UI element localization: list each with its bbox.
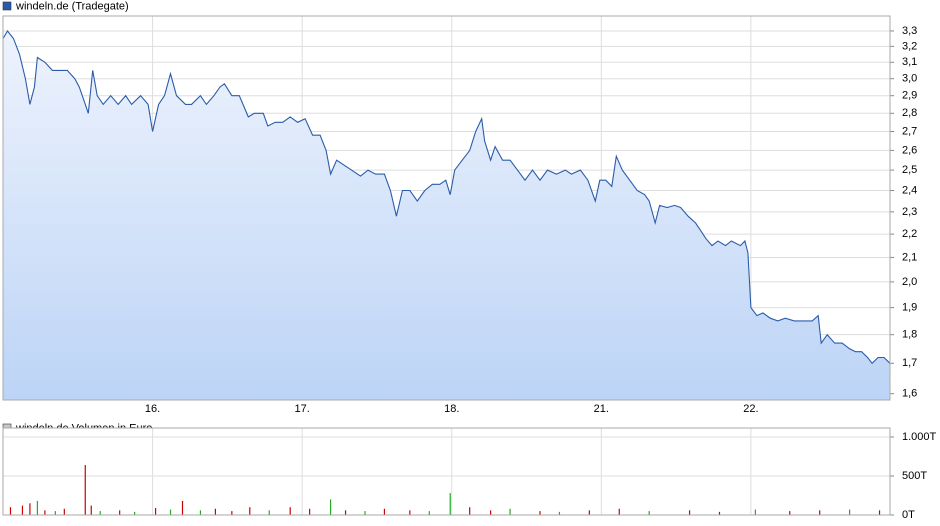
volume-bar (329, 499, 332, 515)
volume-bar (29, 503, 31, 515)
volume-bar (181, 500, 184, 515)
volume-bar (878, 510, 881, 515)
volume-bar (490, 510, 492, 515)
volume-bar (364, 511, 366, 515)
volume-bar (409, 510, 411, 515)
y-tick-label: 3,1 (902, 56, 917, 68)
plot-border (2, 15, 891, 401)
volume-bar (289, 507, 291, 515)
volume-bar (99, 511, 101, 515)
volume-bar (214, 508, 217, 515)
y-tick-label: 1,9 (902, 301, 917, 313)
x-tick-label: 18. (444, 403, 459, 415)
y-tick-label: 1,6 (902, 388, 917, 400)
x-tick-label: 17. (295, 403, 310, 415)
volume-bar (231, 511, 233, 515)
x-tick-label: 22. (743, 403, 758, 415)
y-tick-label: 2,0 (902, 276, 917, 288)
volume-bar (383, 508, 386, 515)
volume-bar (558, 511, 561, 515)
volume-bar (754, 509, 756, 515)
volume-bar (344, 510, 347, 515)
y-tick-label: 2,9 (902, 90, 917, 102)
y-tick-label: 2,5 (902, 164, 917, 176)
y-tick-label: 2,7 (902, 125, 917, 137)
volume-bar (268, 510, 270, 515)
y-tick-label: 3,3 (902, 25, 917, 37)
plot-frame (2, 427, 891, 516)
volume-bar (154, 507, 157, 515)
volume-bar (21, 505, 24, 515)
volume-bar (718, 511, 721, 515)
x-tick-label: 16. (145, 403, 160, 415)
volume-bar (539, 511, 541, 515)
volume-bar (648, 511, 650, 515)
y-tick-label: 2,1 (902, 251, 917, 263)
chart-title: windeln.de (Tradegate) (15, 0, 129, 12)
volume-bar (509, 508, 511, 515)
volume-bar (588, 510, 590, 515)
volume-bar (199, 510, 202, 515)
x-tick-label: 21. (594, 403, 609, 415)
volume-bar (134, 511, 136, 515)
volume-bar (819, 510, 821, 515)
y-tick-label: 1.000T (902, 431, 937, 443)
volume-bar (469, 507, 471, 515)
y-tick-label: 1,8 (902, 329, 917, 341)
volume-bar (618, 508, 620, 515)
volume-bar (54, 511, 56, 515)
y-tick-label: 2,6 (902, 144, 917, 156)
price-line (2, 30, 891, 365)
volume-bar (428, 511, 430, 515)
y-tick-label: 2,3 (902, 206, 917, 218)
y-tick-label: 1,7 (902, 357, 917, 369)
volume-bar (9, 507, 12, 515)
area-fill (3, 31, 890, 400)
volume-bar (309, 508, 311, 515)
volume-bar (36, 500, 39, 515)
volume-bar (90, 505, 92, 515)
y-tick-label: 2,8 (902, 107, 917, 119)
volume-bar (63, 508, 65, 515)
y-tick-label: 3,0 (902, 73, 917, 85)
volume-bar (789, 511, 791, 515)
volume-bar (84, 465, 86, 515)
volume-bar (849, 509, 851, 515)
y-tick-label: 3,2 (902, 40, 917, 52)
y-tick-label: 2,2 (902, 228, 917, 240)
legend-swatch (2, 1, 12, 11)
volume-bar (688, 510, 691, 515)
volume-bar (169, 509, 172, 515)
y-tick-label: 0T (902, 509, 915, 521)
plot-border (2, 427, 891, 516)
volume-bar (449, 493, 451, 515)
volume-bar (249, 507, 251, 515)
volume-bar (119, 510, 121, 515)
y-tick-label: 2,4 (902, 184, 917, 196)
y-tick-label: 500T (902, 470, 927, 482)
volume-bar (44, 510, 46, 515)
